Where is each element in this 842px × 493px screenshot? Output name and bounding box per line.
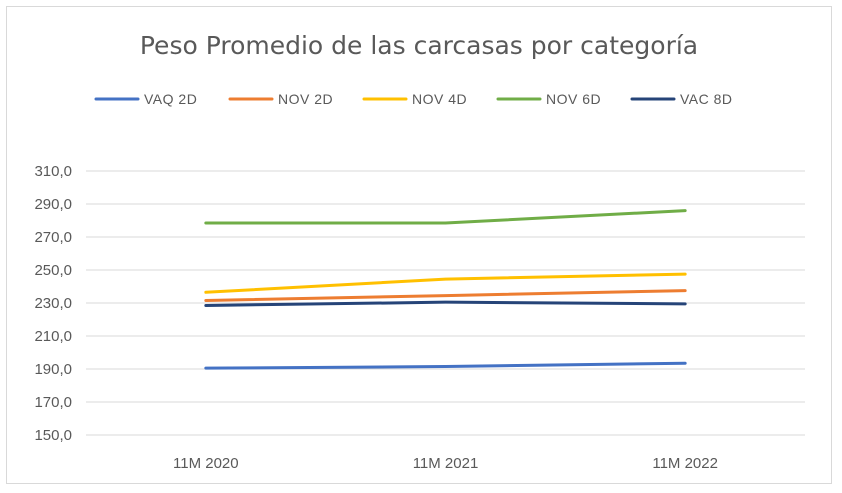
legend-label: VAC 8D	[680, 91, 733, 107]
y-tick-label: 250,0	[34, 262, 72, 279]
series-line-nov-2d	[204, 289, 687, 303]
legend-label: NOV 4D	[412, 91, 467, 107]
legend-label: NOV 6D	[546, 91, 601, 107]
x-tick-label: 11M 2020	[173, 455, 239, 472]
series-line-nov-4d	[204, 272, 687, 294]
y-tick-label: 170,0	[34, 394, 72, 411]
x-tick-label: 11M 2022	[652, 455, 718, 472]
y-axis-ticks: 150,0 170,0 190,0 210,0 230,0 250,0 270,0 290,0…	[34, 163, 72, 444]
y-tick-label: 290,0	[34, 196, 72, 213]
y-tick-label: 230,0	[34, 295, 72, 312]
legend: VAQ 2D NOV 2D NOV 4D NOV 6D VAC 8D	[94, 91, 733, 107]
y-tick-label: 150,0	[34, 427, 72, 444]
x-tick-label: 11M 2021	[413, 455, 479, 472]
y-tick-label: 210,0	[34, 328, 72, 345]
series-line-vac-8d	[204, 300, 687, 307]
y-tick-label: 270,0	[34, 229, 72, 246]
series-lines	[204, 209, 687, 370]
series-line-nov-6d	[204, 209, 687, 225]
chart-title: Peso Promedio de las carcasas por catego…	[140, 31, 698, 60]
y-tick-label: 190,0	[34, 361, 72, 378]
chart-frame	[6, 6, 832, 484]
legend-label: VAQ 2D	[144, 91, 197, 107]
x-axis-ticks: 11M 2020 11M 2021 11M 2022	[173, 455, 718, 472]
legend-label: NOV 2D	[278, 91, 333, 107]
series-line-vaq-2d	[204, 361, 687, 370]
y-tick-label: 310,0	[34, 163, 72, 180]
